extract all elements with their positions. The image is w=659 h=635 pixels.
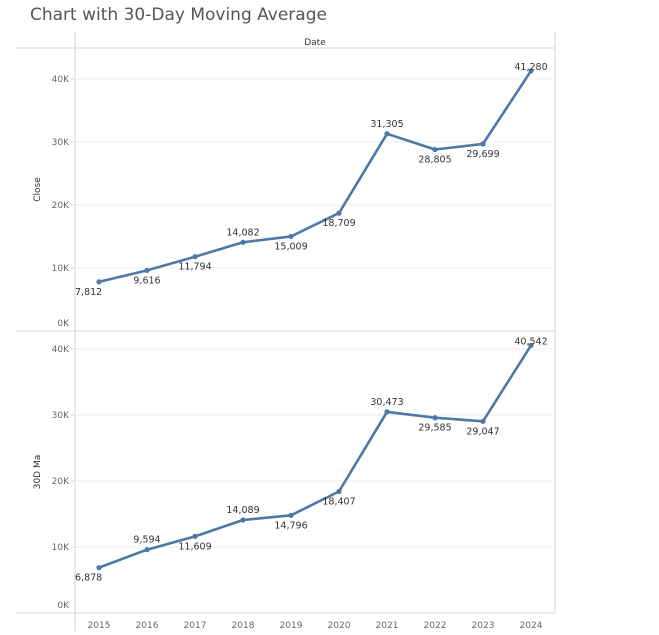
y-tick-label: 0K [57, 319, 70, 329]
x-tick-label: 2023 [472, 621, 495, 631]
data-label: 40,542 [514, 336, 547, 347]
x-tick-label: 2015 [88, 621, 111, 631]
data-label: 7,812 [75, 287, 102, 298]
data-label: 14,082 [226, 227, 259, 238]
data-point [144, 267, 150, 274]
y-tick-label: 30K [52, 138, 70, 148]
data-label: 11,609 [178, 541, 211, 552]
x-tick-label: 2022 [424, 621, 447, 631]
y-tick-label: 10K [52, 264, 70, 274]
y-tick-label: 40K [52, 345, 70, 355]
data-point [432, 146, 438, 153]
data-point [336, 488, 342, 495]
data-label: 15,009 [274, 241, 307, 252]
data-label: 6,878 [75, 573, 102, 584]
data-point [240, 517, 246, 523]
data-label: 30,473 [370, 397, 403, 408]
data-label: 18,709 [322, 218, 355, 229]
y-tick-label: 10K [52, 543, 70, 553]
data-point [192, 533, 198, 539]
data-point [144, 547, 150, 553]
x-axis: 2015 2016 2017 2018 2019 2020 2021 2022 2023 2024 [88, 621, 543, 631]
data-label: 9,594 [133, 535, 160, 546]
data-label: 11,794 [178, 262, 211, 273]
data-label: 18,407 [322, 497, 355, 508]
data-label: 9,616 [133, 275, 160, 286]
x-tick-label: 2018 [232, 621, 255, 631]
data-point [384, 131, 390, 137]
data-point [336, 210, 342, 216]
data-point [432, 415, 438, 421]
data-point [288, 512, 294, 518]
data-label: 14,796 [274, 520, 307, 531]
data-label: 29,047 [466, 426, 499, 437]
column-header: Date [304, 38, 326, 48]
panel-1: 0K 10K 20K 30K 40K Close 7,812 9,616 11,794 14,08… [16, 62, 555, 332]
y-tick-label: 40K [52, 75, 70, 85]
x-tick-label: 2020 [328, 621, 351, 631]
x-tick-label: 2021 [376, 621, 399, 631]
data-point [480, 418, 486, 424]
data-label: 29,585 [418, 423, 451, 434]
data-point [96, 279, 102, 285]
y-axis-title: Close [33, 177, 43, 202]
x-tick-label: 2017 [184, 621, 207, 631]
data-label: 28,805 [418, 155, 451, 166]
series-line [97, 344, 533, 569]
y-tick-label: 20K [52, 201, 70, 211]
x-tick-label: 2019 [280, 621, 303, 631]
series-line [97, 69, 533, 284]
panel-2: 0K 10K 20K 30K 40K 30D Ma 6,878 9,594 11,609 14,0… [16, 336, 555, 614]
data-point [96, 565, 102, 571]
data-point [192, 254, 198, 260]
data-point [288, 233, 294, 240]
data-point [480, 141, 486, 147]
chart-panels: 0K 10K 20K 30K 40K Close 7,812 9,616 11,794 14,08… [16, 62, 555, 614]
data-point [528, 342, 534, 349]
chart-title: Chart with 30-Day Moving Average [30, 5, 327, 25]
data-point [240, 239, 246, 245]
data-label: 29,699 [466, 149, 499, 160]
x-tick-label: 2024 [520, 621, 543, 631]
y-axis-title: 30D Ma [33, 455, 43, 490]
data-point [528, 68, 534, 74]
data-point [384, 409, 390, 415]
x-tick-label: 2016 [136, 621, 159, 631]
data-label: 41,280 [514, 62, 547, 73]
y-tick-label: 30K [52, 411, 70, 421]
y-tick-label: 20K [52, 477, 70, 487]
data-label: 31,305 [370, 119, 403, 130]
data-label: 14,089 [226, 505, 259, 516]
y-tick-label: 0K [57, 601, 70, 611]
